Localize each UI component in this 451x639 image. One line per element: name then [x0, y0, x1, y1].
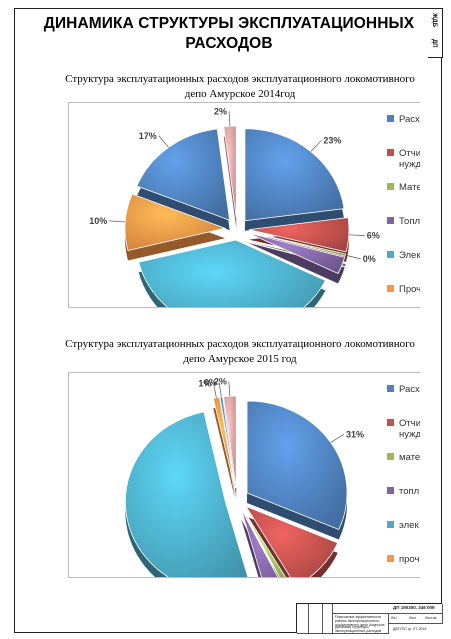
chart-1-legend-label-1-1: нужд	[399, 159, 420, 170]
chart-2-data-label-7: 2%	[214, 376, 227, 386]
chart-1-data-label-1: 6%	[367, 231, 380, 241]
side-tab-top: ЖДБ	[431, 13, 437, 28]
chart-2-legend-label-4-0: элек	[399, 520, 419, 531]
title-block: ДП 190300. 346 009 Повышение эффективнос…	[296, 603, 443, 634]
chart-2-legend-label-1-0: Отчи	[399, 418, 420, 429]
title-block-col-2	[309, 604, 323, 634]
chart-1-legend-swatch-3	[387, 217, 394, 224]
chart-1-legend-label-3-0: Топл	[399, 216, 420, 227]
chart-1-legend-swatch-0	[387, 115, 394, 122]
chart-1-slice-6	[136, 128, 231, 221]
chart-1-leader-2	[345, 254, 361, 260]
side-tab: ЖДБ ДП	[428, 8, 443, 58]
title-block-doc-code: ДП 190300. 346 009	[393, 605, 435, 610]
chart-2-legend-label-2-0: мате	[399, 452, 420, 463]
chart-2-slice-side-3	[241, 519, 273, 577]
chart-1-leader-1	[348, 234, 365, 236]
chart-1-slice-2	[248, 231, 347, 257]
title-block-caption-cell	[333, 614, 389, 634]
chart-2-slice-4	[125, 411, 249, 577]
chart-1-data-label-5: 10%	[89, 216, 107, 226]
chart-1-legend-swatch-1	[387, 149, 394, 156]
chart-1-slice-7	[223, 125, 237, 219]
chart-2-legend-swatch-0	[387, 385, 394, 392]
chart-1-legend-label-2-0: Мате	[399, 182, 420, 193]
chart-1-data-label-0: 23%	[323, 135, 341, 145]
chart-2-slice-3	[240, 509, 279, 577]
title-block-stage: Лит	[391, 616, 397, 620]
chart-2-legend-label-3-0: топл	[399, 486, 419, 497]
chart-1-leader-7	[228, 111, 231, 127]
chart-2-slice-1	[244, 505, 339, 577]
chart-1-legend-label-0-0: Расх	[399, 114, 420, 125]
chart-2-frame: 31% 1% 0% 2% Расх Отчи нужд мате топл элек проч	[68, 372, 420, 578]
chart-2-leader-6	[218, 382, 222, 398]
chart-2-slice-2	[242, 508, 286, 577]
chart-1-data-label-6: 17%	[139, 131, 157, 141]
chart-2-legend-swatch-4	[387, 521, 394, 528]
chart-2-slice-6	[219, 396, 236, 489]
chart-1-slice-4	[138, 239, 327, 307]
chart-1-slice-side-3	[248, 242, 345, 284]
chart-2-title: Структура эксплуатационных расходов эксп…	[65, 338, 415, 365]
title-block-col-1	[297, 604, 309, 634]
chart-2-data-label-0: 31%	[346, 429, 364, 439]
chart-2-leader-0	[330, 434, 345, 443]
chart-1-legend-swatch-5	[387, 285, 394, 292]
chart-2-slice-5	[212, 396, 236, 489]
title-block-org: ДВГУПС гр. ЛТ-2015	[393, 627, 427, 631]
chart-1-leader-0	[310, 140, 322, 152]
title-block-sheets: Листов	[425, 616, 437, 620]
chart-1-legend-swatch-2	[387, 183, 394, 190]
chart-2-slice-0	[246, 400, 348, 531]
chart-2-data-label-5: 1%	[198, 378, 211, 388]
page-title: ДИНАМИКА СТРУКТУРЫ ЭКСПЛУАТАЦИОННЫХ РАСХ…	[43, 15, 415, 52]
title-block-sheet-cell	[389, 614, 443, 624]
title-block-col-3	[323, 604, 333, 634]
chart-1-slice-3	[248, 232, 346, 275]
title-block-caption-top: Повышение эффективности работы эксплуата…	[335, 615, 385, 627]
chart-2-legend-label-5-0: проч	[399, 554, 420, 565]
chart-1-slice-1	[248, 217, 350, 253]
chart-2-leader-5	[213, 383, 217, 398]
chart-2-legend-swatch-1	[387, 419, 394, 426]
chart-1-legend-swatch-4	[387, 251, 394, 258]
chart-1-leader-6	[158, 135, 169, 148]
chart-2-legend-swatch-2	[387, 453, 394, 460]
title-block-caption-bottom: Динамика структуры эксплуатационных расх…	[335, 625, 382, 633]
side-tab-bottom: ДП	[431, 39, 437, 48]
chart-2-legend-label-1-1: нужд	[399, 429, 420, 440]
chart-1-frame: 23% 6% 0% 10% 17% 2% Расх Отчи нужд Мате Топл Элек П…	[68, 102, 420, 308]
chart-1-legend-label-5-0: Проч	[399, 284, 420, 295]
chart-1-leader-5	[109, 220, 126, 223]
chart-1-title: Структура эксплуатационных расходов эксп…	[65, 73, 415, 100]
chart-1-legend-label-1-0: Отчи	[399, 148, 420, 159]
chart-2-data-label-6: 0%	[204, 377, 217, 387]
chart-2-legend-swatch-5	[387, 555, 394, 562]
chart-1-data-label-2: 0%	[363, 254, 376, 264]
chart-2-leader-7	[228, 381, 231, 397]
title-block-doc-cell	[333, 604, 443, 614]
chart-1-slice-0	[244, 128, 345, 222]
title-block-sheet: Лист	[409, 616, 417, 620]
chart-2-legend-swatch-3	[387, 487, 394, 494]
chart-1-legend-label-4-0: Элек	[399, 250, 420, 261]
chart-2-slice-side-5	[213, 407, 235, 499]
chart-1-data-label-7: 2%	[214, 106, 227, 116]
chart-2-legend-label-0-0: Расх	[399, 384, 420, 395]
